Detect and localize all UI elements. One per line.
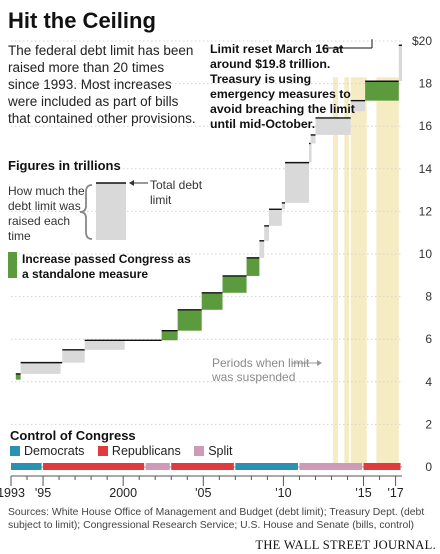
suspension-band [376,77,399,468]
legend-total-label: Total debt limit [150,178,203,207]
raise-bar [161,330,178,341]
raise-bar [246,257,260,276]
legend-standalone-swatch [8,252,17,278]
raise-bar [259,240,265,258]
raise-bar [177,309,202,331]
split-swatch [194,446,205,456]
democrats-swatch [10,446,20,456]
y-tick-label: 18 [419,77,433,91]
legend-brace [79,184,93,240]
raise-bar [315,117,351,135]
x-axis: 1993 '95 2000 '05 '10 '15 '17 [0,475,404,500]
y-tick-label: 14 [419,162,433,176]
raise-bar [350,100,366,112]
control-period [299,463,363,470]
units-label: Figures in trillions [8,158,121,173]
raise-bar [309,143,312,163]
raise-bar [268,209,282,226]
raise-bar [365,81,399,101]
legend-graphics [79,39,373,366]
control-strip [11,463,401,470]
y-tick-label: 10 [419,247,433,261]
control-period [43,463,145,470]
control-title: Control of Congress [10,428,136,443]
chart-title: Hit the Ceiling [8,8,156,33]
y-tick-label: $20 [412,34,432,48]
x-tick-label: '17 [387,486,403,500]
annotation-note: Limit reset March 16 at around $19.8 tri… [210,42,355,131]
raise-bar [62,349,85,363]
raise-bar [222,275,247,293]
raise-bar [398,45,402,82]
control-period [145,463,170,470]
raise-bar [201,292,223,310]
suspension-band [344,77,350,468]
y-tick-label: 4 [425,375,432,389]
x-tick-label: '15 [355,486,371,500]
raise-bar [310,134,316,144]
x-tick-label: '95 [35,486,51,500]
suspension-band [333,77,338,468]
x-tick-label: '05 [195,486,211,500]
control-legend-republicans: Republicans [97,444,181,458]
republicans-swatch [97,446,108,456]
control-legend-split: Split [194,444,233,458]
publisher-credit: THE WALL STREET JOURNAL. [255,538,436,552]
suspension-bands [333,77,399,468]
legend-arrow-head [129,180,134,186]
raise-bar [281,202,286,210]
control-legend: Democrats Republicans Split [10,444,243,458]
y-tick-label: 12 [419,204,433,218]
raise-bar [20,362,61,374]
y-tick-label: 16 [419,119,433,133]
legend-standalone-label: Increase passed Congress as a standalone… [22,252,191,281]
control-period [235,463,298,470]
x-tick-label: 1993 [0,486,25,500]
legend-raised-label: How much the debt limit was raised each … [8,184,85,243]
y-tick-label: 0 [425,460,432,474]
control-period [363,463,401,470]
raise-bar [264,225,269,241]
y-tick-label: 2 [425,417,432,431]
control-period [11,463,42,470]
suspension-annotation: Periods when limit was suspended [212,356,310,384]
y-tick-label: 6 [425,332,432,346]
debt-limit-steps [15,44,402,380]
suspension-band [350,77,367,468]
y-tick-labels: 0 2 4 6 8 10 12 14 16 18 $20 [412,34,432,474]
control-legend-label: Split [208,444,233,458]
chart-subtitle: The federal debt limit has been raised m… [8,43,196,126]
control-legend-label: Republicans [111,444,181,458]
y-tick-label: 8 [425,290,432,304]
control-legend-democrats: Democrats [10,444,84,458]
legend-raise-box [96,183,126,240]
raise-bar [84,340,125,350]
x-tick-label: '10 [275,486,291,500]
sources-note: Sources: White House Office of Managemen… [8,507,425,531]
legend-standalone: Increase passed Congress as a standalone… [8,252,192,282]
suspension-arrow-head [317,360,322,366]
control-period [171,463,234,470]
raise-bar [285,162,310,203]
control-legend-label: Democrats [24,444,85,458]
raise-bar [15,373,21,380]
x-tick-label: 2000 [109,486,137,500]
